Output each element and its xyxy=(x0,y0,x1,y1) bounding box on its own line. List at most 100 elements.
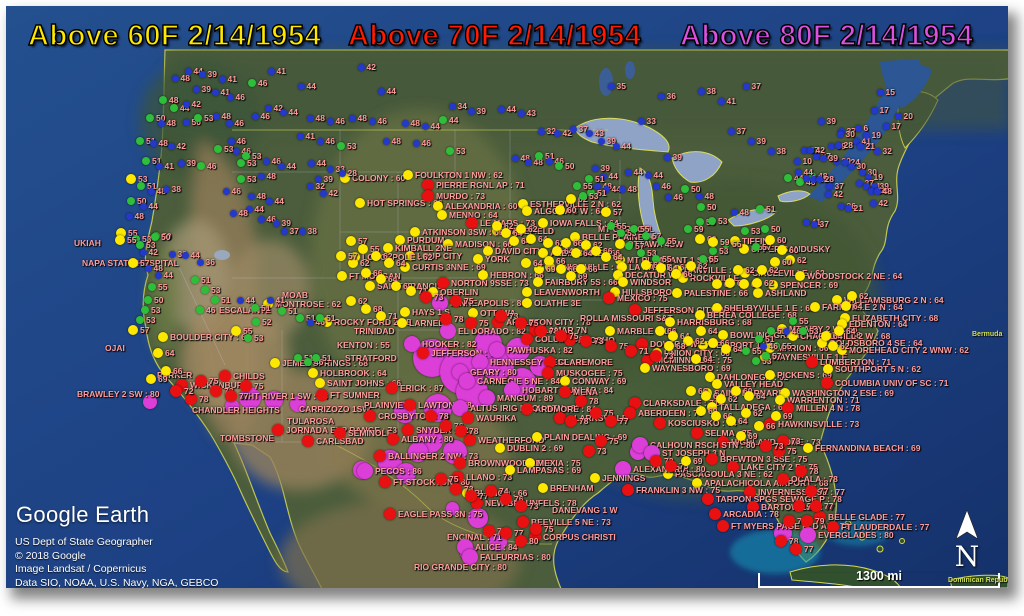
station-dot[interactable] xyxy=(721,344,731,354)
station-dot[interactable] xyxy=(695,234,705,244)
station-dot[interactable] xyxy=(395,235,405,245)
station-dot[interactable] xyxy=(742,82,750,90)
station-dot[interactable] xyxy=(364,410,376,422)
station-dot[interactable] xyxy=(591,246,601,256)
station-dot[interactable] xyxy=(537,127,545,135)
station-dot[interactable] xyxy=(306,114,314,122)
station-dot[interactable] xyxy=(312,354,320,362)
compass-north[interactable]: N xyxy=(948,509,986,571)
station-dot[interactable] xyxy=(492,221,502,231)
station-dot[interactable] xyxy=(613,270,623,280)
station-dot[interactable] xyxy=(139,248,147,256)
station-dot[interactable] xyxy=(810,302,820,312)
station-dot[interactable] xyxy=(326,117,334,125)
station-dot[interactable] xyxy=(841,301,851,311)
station-dot[interactable] xyxy=(684,225,692,233)
station-dot[interactable] xyxy=(793,157,801,165)
station-dot[interactable] xyxy=(401,119,409,127)
station-dot[interactable] xyxy=(355,198,365,208)
station-dot[interactable] xyxy=(526,234,536,244)
station-dot[interactable] xyxy=(432,295,448,311)
station-dot[interactable] xyxy=(641,260,651,270)
station-dot[interactable] xyxy=(515,535,527,547)
station-dot[interactable] xyxy=(346,236,356,246)
station-dot[interactable] xyxy=(665,460,677,472)
station-dot[interactable] xyxy=(625,242,633,250)
station-dot[interactable] xyxy=(642,232,650,240)
station-dot[interactable] xyxy=(201,286,209,294)
station-dot[interactable] xyxy=(237,175,245,183)
station-dot[interactable] xyxy=(821,377,833,389)
station-dot[interactable] xyxy=(532,432,542,442)
station-dot[interactable] xyxy=(538,248,548,258)
station-dot[interactable] xyxy=(686,261,696,271)
station-dot[interactable] xyxy=(615,461,631,477)
station-dot[interactable] xyxy=(445,501,459,515)
station-dot[interactable] xyxy=(518,199,528,209)
station-dot[interactable] xyxy=(302,435,314,447)
station-dot[interactable] xyxy=(810,220,818,228)
station-dot[interactable] xyxy=(837,319,847,329)
station-dot[interactable] xyxy=(789,317,797,325)
station-dot[interactable] xyxy=(615,255,625,265)
station-dot[interactable] xyxy=(462,549,478,565)
station-dot[interactable] xyxy=(618,185,626,193)
station-dot[interactable] xyxy=(467,107,475,115)
station-dot[interactable] xyxy=(538,483,548,493)
station-dot[interactable] xyxy=(148,283,156,291)
station-dot[interactable] xyxy=(629,304,641,316)
station-dot[interactable] xyxy=(624,407,636,419)
station-dot[interactable] xyxy=(854,124,862,132)
station-dot[interactable] xyxy=(777,245,787,255)
station-dot[interactable] xyxy=(489,342,505,358)
station-dot[interactable] xyxy=(227,137,235,145)
station-dot[interactable] xyxy=(403,170,413,180)
station-dot[interactable] xyxy=(500,527,512,539)
station-dot[interactable] xyxy=(712,303,722,313)
station-dot[interactable] xyxy=(404,399,416,411)
station-dot[interactable] xyxy=(681,456,691,466)
station-dot[interactable] xyxy=(855,179,863,187)
station-dot[interactable] xyxy=(185,393,197,405)
station-dot[interactable] xyxy=(795,271,805,281)
station-dot[interactable] xyxy=(522,206,532,216)
station-dot[interactable] xyxy=(384,508,396,520)
station-dot[interactable] xyxy=(348,258,358,268)
station-dot[interactable] xyxy=(837,202,845,210)
station-dot[interactable] xyxy=(278,307,286,315)
station-dot[interactable] xyxy=(126,174,136,184)
station-dot[interactable] xyxy=(823,364,833,374)
station-dot[interactable] xyxy=(153,348,163,358)
station-dot[interactable] xyxy=(629,397,641,409)
station-dot[interactable] xyxy=(765,370,775,380)
station-dot[interactable] xyxy=(683,336,693,346)
station-dot[interactable] xyxy=(730,208,738,216)
station-dot[interactable] xyxy=(697,87,705,95)
station-dot[interactable] xyxy=(462,412,474,424)
station-dot[interactable] xyxy=(801,515,813,527)
station-dot[interactable] xyxy=(802,174,810,182)
station-dot[interactable] xyxy=(466,217,478,229)
station-dot[interactable] xyxy=(346,296,356,306)
station-dot[interactable] xyxy=(155,162,163,170)
station-dot[interactable] xyxy=(262,157,270,165)
station-dot[interactable] xyxy=(244,334,252,342)
station-dot[interactable] xyxy=(421,122,429,130)
station-dot[interactable] xyxy=(439,116,447,124)
station-dot[interactable] xyxy=(319,189,327,197)
station-dot[interactable] xyxy=(695,310,705,320)
station-dot[interactable] xyxy=(379,476,391,488)
station-dot[interactable] xyxy=(555,205,565,215)
station-dot[interactable] xyxy=(560,376,570,386)
station-dot[interactable] xyxy=(151,233,159,241)
station-dot[interactable] xyxy=(782,402,794,414)
station-dot[interactable] xyxy=(397,318,407,328)
station-dot[interactable] xyxy=(307,159,315,167)
station-dot[interactable] xyxy=(775,535,787,547)
station-dot[interactable] xyxy=(192,85,200,93)
station-dot[interactable] xyxy=(437,210,447,220)
station-dot[interactable] xyxy=(264,104,272,112)
station-dot[interactable] xyxy=(664,193,672,201)
station-dot[interactable] xyxy=(752,278,762,288)
station-dot[interactable] xyxy=(775,395,785,405)
